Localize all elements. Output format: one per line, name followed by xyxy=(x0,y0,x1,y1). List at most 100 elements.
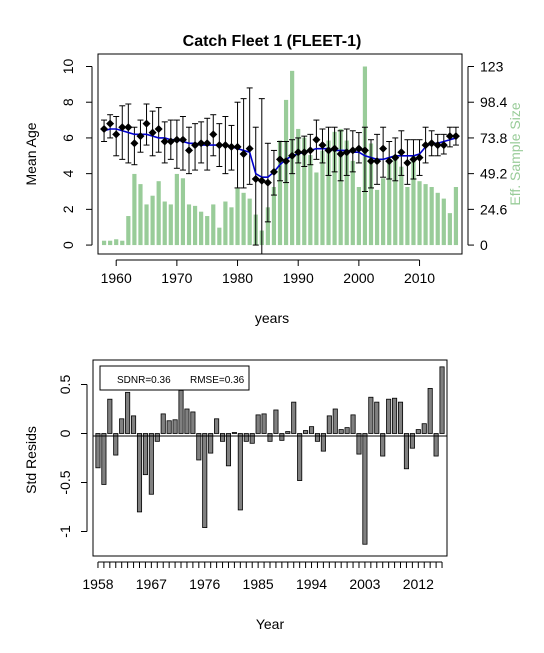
residual-bar xyxy=(267,433,273,442)
residual-bars xyxy=(95,366,445,545)
sample-size-bar xyxy=(441,198,446,246)
residual-bar xyxy=(332,408,338,434)
observed-point xyxy=(118,123,127,132)
sample-size-bar xyxy=(344,140,349,246)
y-axis-right: 0 24.6 49.2 73.8 98.4 123 xyxy=(467,59,507,253)
residual-bar xyxy=(131,415,137,434)
sample-size-bar xyxy=(211,204,216,246)
sample-size-bar xyxy=(162,201,167,246)
sample-size-bar xyxy=(247,198,252,246)
sdnr-label: SDNR=0.36 xyxy=(117,375,171,386)
sample-size-bar xyxy=(138,184,143,246)
residual-bar xyxy=(148,433,154,495)
sample-size-bar xyxy=(296,128,301,246)
residual-bar xyxy=(356,433,362,455)
residual-bar xyxy=(101,433,107,485)
y-tick-label: 2 xyxy=(60,205,76,213)
residual-bar xyxy=(95,433,101,469)
y-axis-bottom: -1 -0.5 0 0.5 xyxy=(57,375,88,538)
residual-bar xyxy=(338,429,344,434)
observed-point xyxy=(136,132,145,141)
x-tick-label-bottom: 1958 xyxy=(82,576,113,592)
observed-point xyxy=(203,139,212,148)
residual-bar xyxy=(415,429,421,434)
residual-bar xyxy=(184,408,190,434)
sample-size-bar xyxy=(277,140,283,246)
observed-point xyxy=(251,175,260,183)
observed-point xyxy=(178,135,187,144)
residual-bar xyxy=(261,413,267,434)
sample-size-bar xyxy=(114,239,119,246)
sample-size-bar xyxy=(447,213,452,246)
y-tick-label: 6 xyxy=(60,134,76,142)
sample-size-bar xyxy=(399,166,404,246)
observed-point xyxy=(318,141,327,150)
residual-bar xyxy=(154,433,160,442)
sample-size-bar xyxy=(241,192,246,246)
y-axis-right-label: Eff. Sample Size xyxy=(507,102,523,205)
y-tick-label-bottom: 0 xyxy=(57,429,73,437)
observed-point xyxy=(185,146,193,155)
sample-size-bar xyxy=(223,201,228,246)
residual-bar xyxy=(433,433,439,457)
x-axis-label-bottom: Year xyxy=(256,616,285,632)
observed-point xyxy=(391,153,400,162)
sample-size-bar xyxy=(101,240,107,246)
x-tick-label: 1960 xyxy=(101,270,132,286)
observed-point xyxy=(354,144,363,153)
observed-point xyxy=(409,155,418,164)
sample-size-bar xyxy=(417,181,422,246)
residual-bar xyxy=(125,391,131,434)
sample-size-bar xyxy=(368,143,374,246)
observed-point xyxy=(142,119,151,128)
sample-size-bar xyxy=(302,137,307,246)
observed-point xyxy=(172,135,181,144)
residual-bar xyxy=(421,423,427,434)
observed-point xyxy=(360,146,369,155)
observed-point xyxy=(336,150,345,158)
residual-bar xyxy=(119,418,125,434)
sample-size-bar xyxy=(411,155,416,246)
residual-bar xyxy=(243,433,249,442)
residual-bar xyxy=(344,427,350,434)
sample-size-bar xyxy=(405,187,410,246)
x-tick-label-bottom: 2003 xyxy=(349,576,380,592)
residual-bar xyxy=(237,433,243,511)
observed-point xyxy=(154,125,163,133)
observed-point xyxy=(300,148,309,157)
residual-bar xyxy=(178,389,184,434)
sample-size-bar xyxy=(271,187,277,246)
catch-mean-age-chart: Catch Fleet 1 (FLEET-1) 1960 1970 1980 1990… xyxy=(23,33,523,326)
sample-size-bar xyxy=(217,227,222,246)
observed-point xyxy=(197,139,206,148)
x-tick-label: 2000 xyxy=(343,270,374,286)
observed-point xyxy=(239,150,248,158)
sample-size-bar xyxy=(235,188,240,246)
residual-bar xyxy=(225,433,232,467)
observed-point xyxy=(166,137,175,146)
residual-bar xyxy=(392,397,398,434)
y-tick-label-bottom: -0.5 xyxy=(57,470,73,494)
residual-bar xyxy=(427,388,433,434)
y-axis-label-bottom: Std Resids xyxy=(23,426,39,494)
sample-size-bar xyxy=(126,216,131,246)
residual-bar xyxy=(362,433,368,545)
observed-point xyxy=(439,141,448,150)
observed-point xyxy=(433,141,442,150)
std-resids-chart: SDNR=0.36 RMSE=0.36 1958 1967 1976 1985 1994… xyxy=(23,359,448,632)
residual-bar xyxy=(172,419,178,434)
sample-size-bar xyxy=(229,207,234,246)
sample-size-bar xyxy=(108,240,113,246)
sample-size-bar xyxy=(265,207,270,246)
sample-size-bar xyxy=(144,204,149,246)
observed-point xyxy=(269,167,278,176)
y-tick-label: 10 xyxy=(60,59,76,75)
y-axis-left: 0 2 4 6 8 10 xyxy=(60,59,93,249)
x-tick-label: 1980 xyxy=(222,270,253,286)
plot-frame xyxy=(97,53,463,255)
residual-bar xyxy=(279,433,285,441)
residual-bar xyxy=(255,414,261,434)
residual-bar xyxy=(160,413,166,434)
residual-bar xyxy=(326,415,332,434)
